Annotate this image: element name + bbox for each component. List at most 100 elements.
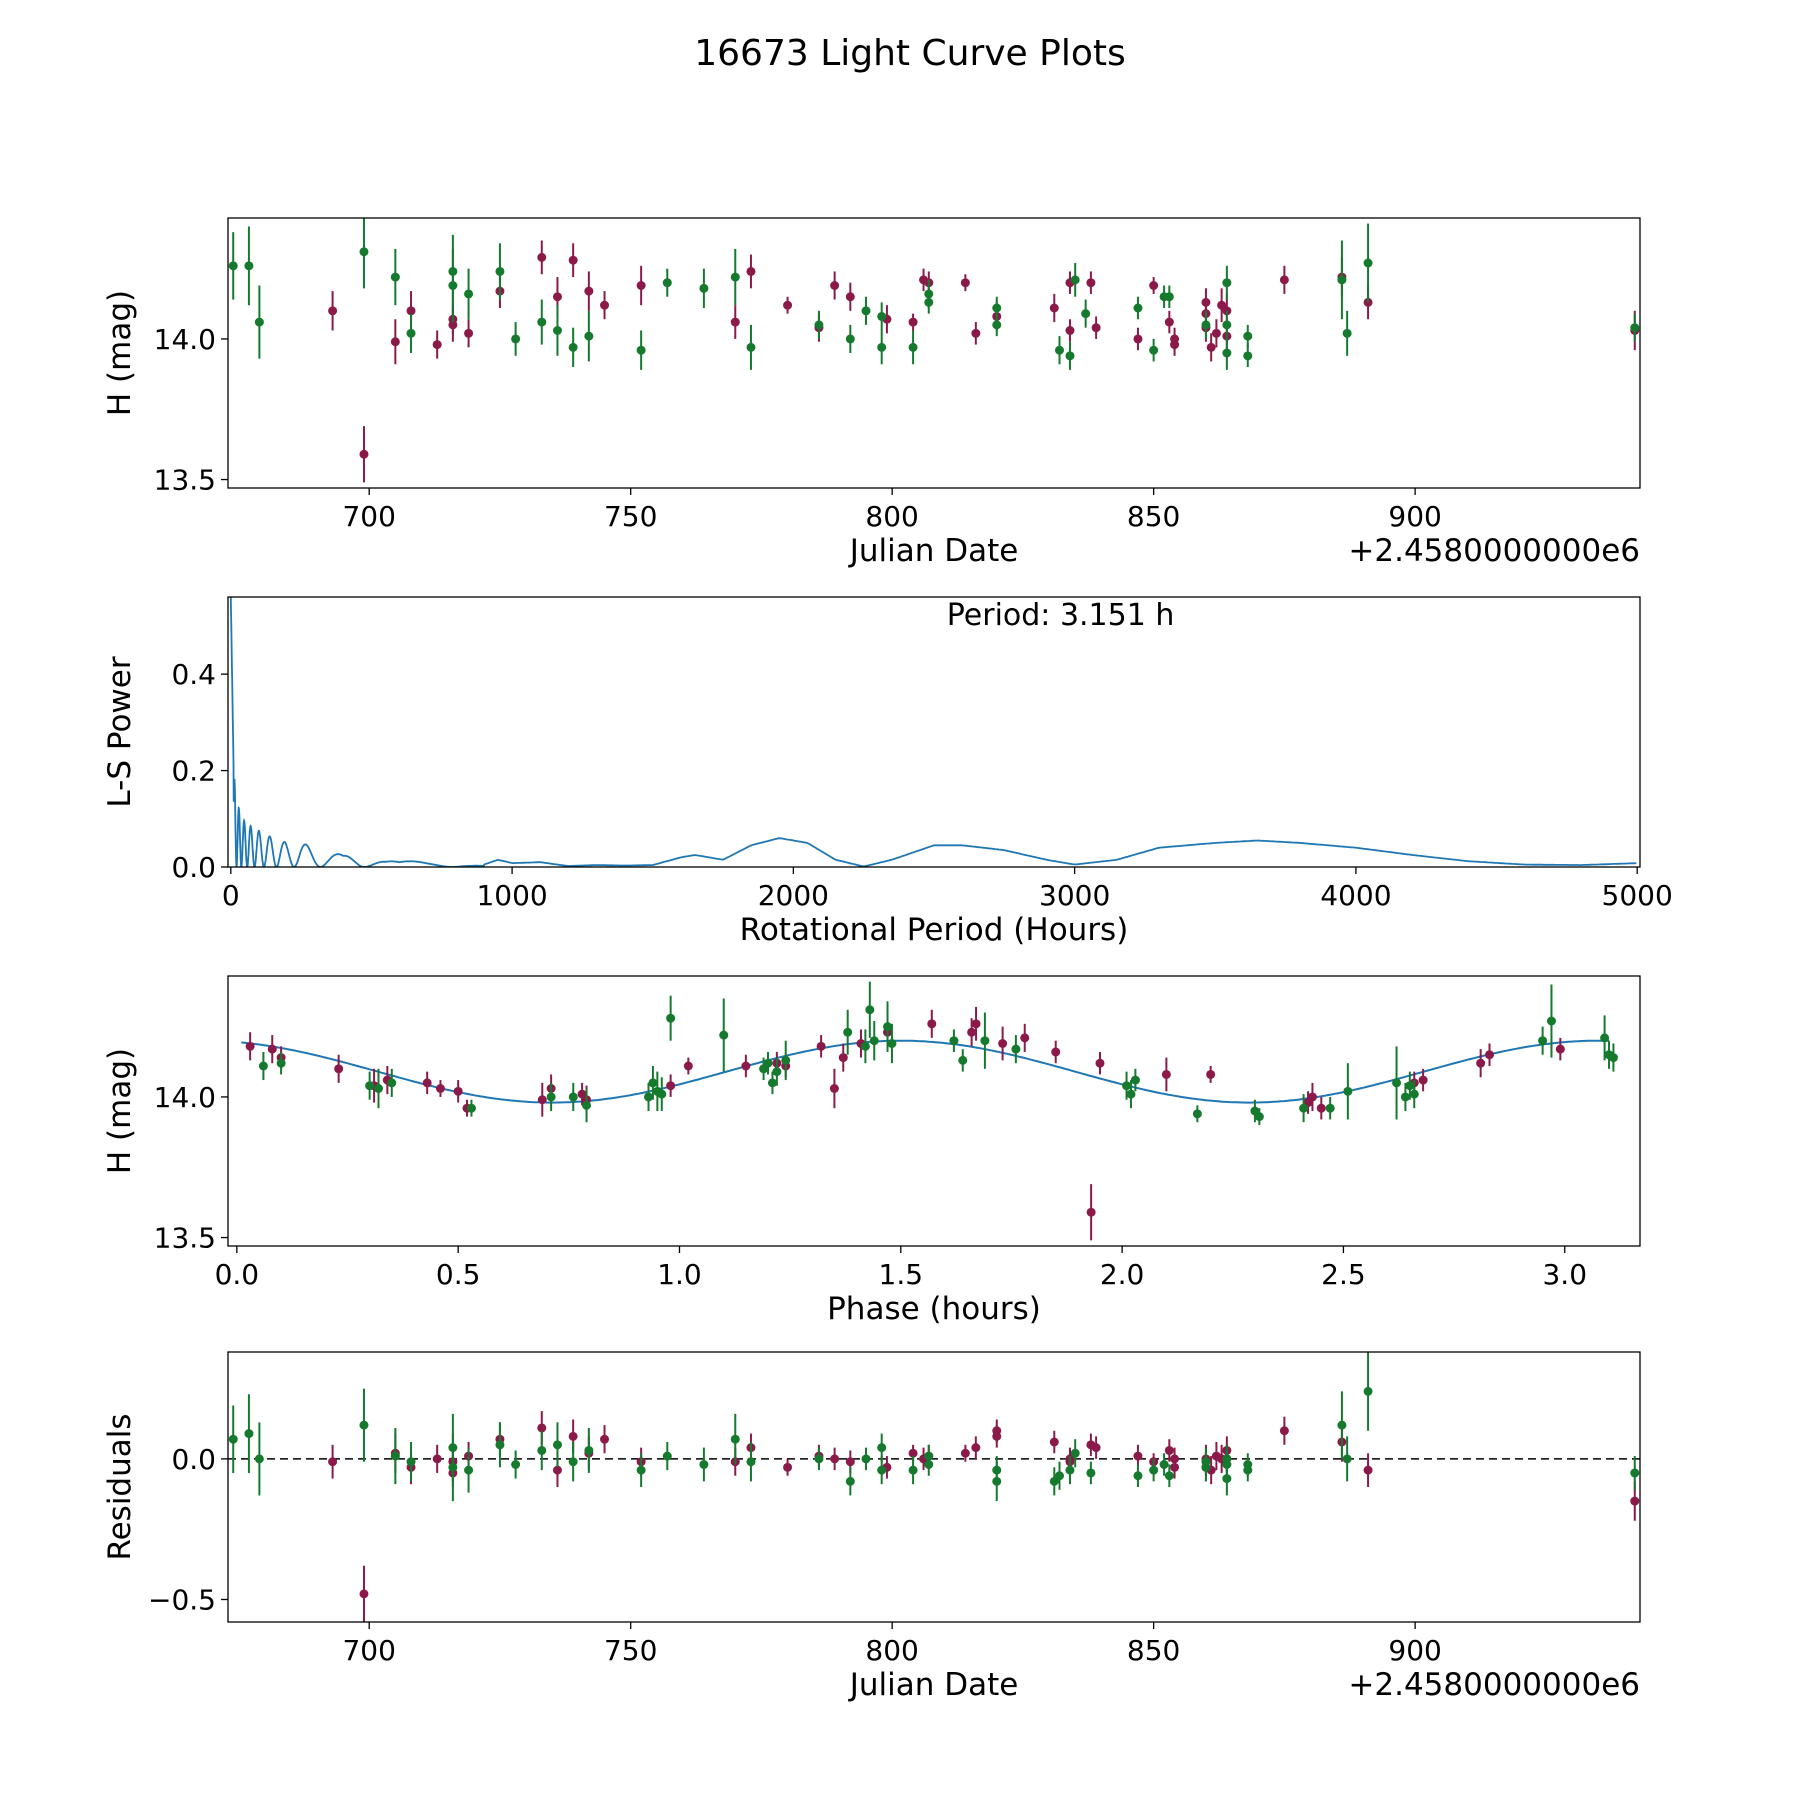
- data-point: [244, 261, 254, 271]
- x-offset-text: +2.4580000000e6: [1348, 533, 1640, 569]
- data-point: [432, 1454, 442, 1464]
- data-point: [406, 328, 416, 338]
- x-tick-label: 750: [604, 500, 657, 533]
- data-point: [1051, 1047, 1061, 1057]
- data-point: [767, 1078, 777, 1088]
- data-point: [464, 289, 474, 299]
- data-point: [845, 334, 855, 344]
- x-tick-label: 0: [222, 879, 240, 912]
- y-tick-label: 14.0: [154, 1081, 216, 1114]
- data-point: [992, 303, 1002, 313]
- axes-frame: [227, 596, 1641, 868]
- data-point: [772, 1067, 782, 1077]
- data-point: [1164, 317, 1174, 327]
- data-point: [1476, 1058, 1486, 1068]
- data-point: [1630, 1468, 1640, 1478]
- data-point: [464, 1465, 474, 1475]
- data-point: [1279, 1426, 1289, 1436]
- data-point: [992, 1476, 1002, 1486]
- data-point: [814, 1454, 824, 1464]
- data-point: [1201, 1462, 1211, 1472]
- data-point: [373, 1084, 383, 1093]
- data-point: [328, 306, 338, 316]
- data-point: [908, 317, 918, 327]
- data-point: [1055, 345, 1065, 355]
- data-point: [537, 1095, 547, 1105]
- data-point: [1170, 334, 1180, 344]
- data-point: [1065, 351, 1075, 361]
- x-tick-label: 700: [342, 500, 395, 533]
- data-point: [1086, 1207, 1096, 1217]
- data-point: [552, 326, 562, 335]
- data-point: [1555, 1044, 1565, 1054]
- data-point: [546, 1092, 556, 1102]
- data-point: [845, 1476, 855, 1486]
- data-point: [971, 1019, 981, 1029]
- data-point: [390, 337, 400, 347]
- data-point: [1363, 258, 1373, 268]
- data-point: [730, 317, 740, 327]
- data-point: [254, 1454, 264, 1464]
- x-tick-label: 3.0: [1542, 1258, 1587, 1291]
- data-point: [1164, 1471, 1174, 1481]
- x-tick-label: 700: [342, 1634, 395, 1667]
- data-point: [927, 1019, 937, 1029]
- y-axis-label: H (mag): [102, 1048, 138, 1174]
- data-point: [254, 317, 264, 327]
- data-point: [1206, 342, 1216, 352]
- data-point: [1159, 1460, 1169, 1469]
- data-point: [432, 340, 442, 350]
- data-point: [537, 1423, 547, 1433]
- data-point: [245, 1041, 255, 1051]
- data-point: [662, 278, 672, 288]
- model-fit-curve: [241, 1039, 1609, 1104]
- data-point: [568, 1092, 578, 1102]
- x-tick-label: 800: [865, 1634, 918, 1667]
- data-point: [967, 1027, 977, 1037]
- data-point: [1133, 1451, 1143, 1461]
- data-point: [1149, 1465, 1159, 1475]
- data-point: [390, 272, 400, 282]
- data-point: [1081, 309, 1091, 319]
- data-point: [1095, 1058, 1105, 1068]
- x-tick-label: 0.0: [215, 1258, 260, 1291]
- data-point: [537, 252, 547, 262]
- data-point: [719, 1030, 729, 1040]
- data-point: [1065, 326, 1075, 335]
- x-tick-label: 2.0: [1100, 1258, 1145, 1291]
- data-point: [699, 1460, 709, 1469]
- data-point: [406, 306, 416, 316]
- data-point: [838, 1053, 848, 1063]
- data-point: [390, 1451, 400, 1461]
- data-point: [359, 247, 369, 257]
- data-point: [1122, 1081, 1132, 1091]
- data-point: [1055, 1471, 1065, 1481]
- data-point: [276, 1058, 286, 1068]
- data-point: [568, 1457, 578, 1467]
- data-point: [435, 1084, 445, 1093]
- data-point: [1206, 1069, 1216, 1079]
- data-point: [746, 342, 756, 352]
- data-point: [584, 331, 594, 341]
- data-point: [877, 1465, 887, 1475]
- data-point: [537, 317, 547, 327]
- data-point: [924, 1460, 934, 1469]
- data-point: [1608, 1053, 1618, 1063]
- data-point: [1091, 323, 1101, 333]
- data-point: [998, 1039, 1008, 1048]
- x-tick-label: 5000: [1602, 879, 1673, 912]
- y-tick-label: 0.0: [171, 851, 216, 884]
- periodogram-line: [229, 597, 1637, 867]
- data-point: [1086, 1468, 1096, 1478]
- data-point: [1342, 1454, 1352, 1464]
- data-point: [359, 1589, 369, 1599]
- data-point: [448, 1462, 458, 1472]
- data-point: [683, 1061, 693, 1071]
- y-tick-label: 0.0: [171, 1443, 216, 1476]
- data-point: [746, 266, 756, 276]
- data-point: [1011, 1044, 1021, 1054]
- y-tick-label: −0.5: [148, 1584, 216, 1617]
- data-point: [1170, 1462, 1180, 1472]
